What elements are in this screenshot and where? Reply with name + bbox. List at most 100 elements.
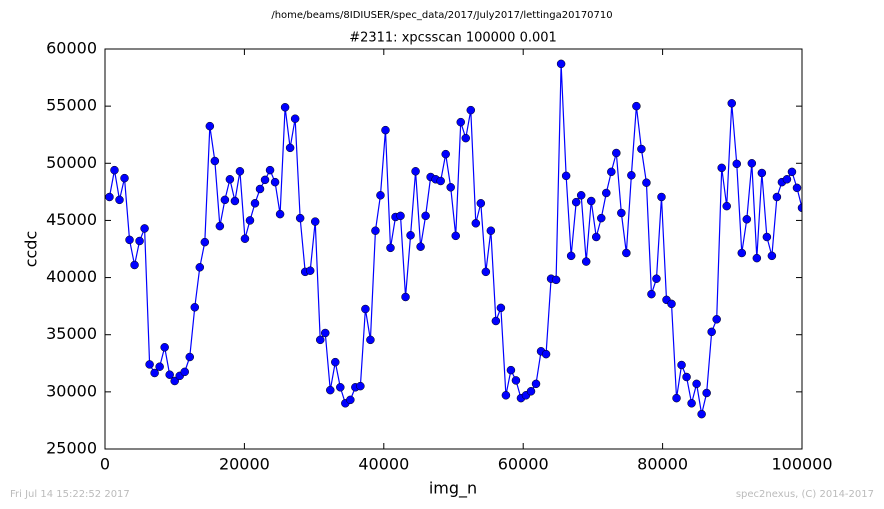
marker: [607, 167, 616, 177]
marker: [366, 335, 375, 345]
marker: [290, 114, 300, 123]
marker: [275, 209, 285, 219]
footer-credit: spec2nexus, (C) 2014-2017: [736, 489, 874, 500]
marker: [270, 177, 280, 187]
marker: [160, 343, 169, 352]
marker: [476, 199, 486, 208]
y-tick-label: 60000: [46, 39, 97, 58]
marker: [220, 195, 230, 205]
marker: [501, 391, 511, 400]
marker: [376, 191, 385, 200]
marker: [130, 260, 139, 270]
x-axis-label: img_n: [429, 479, 477, 499]
marker: [336, 383, 345, 392]
marker: [331, 357, 340, 367]
marker: [235, 167, 245, 176]
marker: [752, 253, 762, 263]
marker: [110, 165, 119, 175]
marker: [371, 226, 380, 235]
marker: [511, 376, 521, 385]
marker: [742, 215, 752, 224]
x-tick-label: 40000: [358, 455, 409, 474]
marker: [446, 183, 455, 192]
y-axis-label: ccdc: [22, 231, 41, 268]
marker: [125, 235, 134, 245]
marker: [722, 201, 731, 211]
marker: [612, 148, 621, 158]
marker: [466, 105, 476, 115]
marker: [280, 103, 290, 112]
marker: [531, 379, 541, 389]
marker: [647, 289, 656, 299]
marker: [627, 171, 636, 180]
marker: [717, 163, 726, 173]
marker: [210, 156, 220, 166]
marker: [140, 224, 149, 233]
marker: [326, 385, 335, 395]
marker: [637, 144, 646, 154]
marker: [180, 367, 189, 377]
y-tick-label: 35000: [46, 324, 97, 343]
marker: [561, 171, 571, 181]
marker: [597, 213, 606, 223]
marker: [797, 203, 802, 213]
marker: [712, 315, 721, 324]
marker: [230, 196, 240, 206]
marker: [461, 133, 471, 143]
x-tick-label: 80000: [637, 455, 688, 474]
marker: [436, 176, 445, 186]
marker: [356, 381, 365, 391]
marker: [305, 266, 315, 275]
marker: [155, 362, 164, 371]
marker: [396, 211, 405, 221]
marker: [205, 121, 215, 131]
marker: [677, 360, 686, 370]
marker: [657, 192, 666, 202]
marker: [361, 304, 370, 314]
marker: [737, 248, 747, 258]
marker: [702, 388, 711, 398]
marker: [692, 379, 701, 389]
marker: [602, 188, 611, 198]
marker: [190, 303, 200, 312]
marker: [486, 226, 496, 235]
marker: [225, 175, 235, 184]
marker: [411, 167, 420, 176]
marker: [667, 299, 676, 309]
marker: [581, 257, 591, 266]
marker: [576, 191, 586, 200]
marker: [782, 175, 792, 184]
marker: [697, 409, 706, 419]
y-tick-label: 55000: [46, 96, 97, 115]
marker: [260, 175, 270, 185]
marker: [105, 192, 114, 202]
marker: [456, 117, 465, 127]
marker: [541, 349, 551, 359]
x-tick-label: 100000: [771, 455, 832, 474]
x-tick-label: 20000: [219, 455, 270, 474]
marker: [471, 219, 481, 228]
marker: [727, 99, 736, 108]
marker: [481, 267, 491, 277]
marker: [135, 236, 144, 246]
marker: [200, 237, 210, 247]
marker: [682, 372, 691, 382]
marker: [556, 59, 566, 69]
marker: [441, 149, 450, 159]
marker: [747, 159, 757, 168]
marker: [732, 159, 742, 169]
marker: [551, 275, 561, 285]
marker: [401, 292, 410, 302]
marker: [195, 263, 205, 272]
y-tick-label: 50000: [46, 153, 97, 172]
marker: [245, 216, 255, 225]
marker: [185, 352, 195, 362]
marker: [617, 208, 626, 218]
marker: [687, 399, 696, 408]
marker: [526, 387, 536, 396]
x-tick-label: 0: [100, 455, 110, 474]
marker: [115, 195, 124, 205]
marker: [772, 192, 782, 202]
marker: [707, 327, 716, 337]
marker: [762, 232, 772, 242]
